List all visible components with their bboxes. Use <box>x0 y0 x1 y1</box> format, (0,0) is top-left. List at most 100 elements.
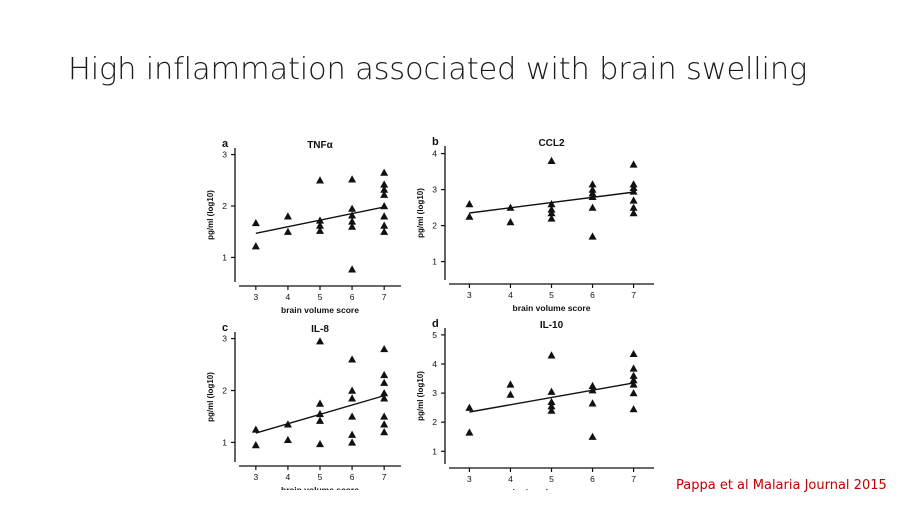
data-point <box>506 390 515 398</box>
y-tick-label: 4 <box>432 359 437 369</box>
data-point <box>465 403 474 411</box>
data-point <box>588 381 597 390</box>
x-tick-label: 7 <box>382 292 387 302</box>
y-axis-label: pg/ml (log10) <box>206 372 215 422</box>
data-point <box>316 216 324 224</box>
slide-title: High inflammation associated with brain … <box>68 52 808 87</box>
data-point <box>316 416 324 424</box>
data-point <box>588 189 597 197</box>
data-point <box>380 389 389 397</box>
y-tick-label: 2 <box>222 386 227 396</box>
data-point <box>547 200 556 208</box>
x-tick-label: 3 <box>253 292 258 302</box>
data-point <box>283 227 292 235</box>
data-point <box>465 428 474 436</box>
data-point <box>506 218 515 226</box>
data-point <box>506 203 515 211</box>
x-tick-label: 5 <box>549 290 554 300</box>
y-tick-label: 3 <box>432 185 437 195</box>
data-point <box>316 399 324 407</box>
x-tick-label: 3 <box>253 472 258 482</box>
y-tick-label: 5 <box>432 330 437 340</box>
data-point <box>348 217 357 225</box>
data-point <box>547 406 556 414</box>
x-tick-label: 5 <box>318 472 323 482</box>
x-tick-label: 4 <box>508 474 513 484</box>
x-axis-label: brain volume score <box>513 303 591 313</box>
data-point <box>251 218 260 227</box>
panel-d: 1 2 3 4 5 3 4 5 6 7 d IL-10 brain volume score pg/ml … <box>416 318 654 490</box>
data-point <box>588 203 597 211</box>
y-tick-label: 2 <box>432 221 437 231</box>
data-point <box>380 378 389 386</box>
x-tick-label: 6 <box>350 292 355 302</box>
data-point <box>380 370 389 379</box>
data-point <box>348 222 357 230</box>
data-point <box>348 175 357 183</box>
data-point <box>283 420 292 428</box>
data-point <box>380 227 389 235</box>
x-tick-label: 5 <box>549 474 554 484</box>
data-point <box>629 364 638 372</box>
data-point <box>348 430 357 438</box>
x-tick-label: 4 <box>286 292 291 302</box>
y-tick-label: 3 <box>222 334 227 344</box>
y-tick-label: 2 <box>432 417 437 427</box>
data-point <box>547 397 556 406</box>
data-point <box>547 402 556 410</box>
data-point <box>316 409 324 418</box>
x-tick-label: 6 <box>590 474 595 484</box>
data-point <box>316 337 324 345</box>
x-tick-label: 3 <box>467 290 472 300</box>
panel-letter: b <box>432 136 439 148</box>
y-tick-label: 1 <box>222 252 227 262</box>
citation: Pappa et al Malaria Journal 2015 <box>676 478 887 493</box>
panel-a: 1 2 3 3 4 5 6 7 a TNFα brain volume score pg/ml (lo… <box>206 138 401 315</box>
data-point <box>588 192 597 200</box>
data-point <box>629 183 638 191</box>
x-tick-label: 3 <box>467 474 472 484</box>
data-point <box>348 204 357 212</box>
data-point <box>380 394 389 402</box>
data-point <box>588 232 597 240</box>
data-point <box>547 214 556 222</box>
y-axis-label: pg/ml (log10) <box>416 188 425 238</box>
x-tick-label: 7 <box>382 472 387 482</box>
data-point <box>251 242 260 250</box>
data-point <box>380 212 389 220</box>
data-point <box>283 212 292 220</box>
data-point <box>588 185 597 193</box>
panel-title: TNFα <box>307 140 333 151</box>
y-axis-label: pg/ml (log10) <box>206 190 215 240</box>
data-point <box>316 439 324 448</box>
panel-letter: d <box>432 318 439 330</box>
x-axis-label: brain volume score <box>281 305 359 315</box>
x-axis-label: brain volume score <box>513 487 591 490</box>
data-point <box>380 221 389 229</box>
data-point <box>629 349 638 358</box>
data-point <box>380 180 389 188</box>
data-point <box>348 355 357 363</box>
trend-line <box>469 382 634 413</box>
data-point <box>629 160 638 168</box>
data-point <box>348 412 357 420</box>
x-tick-label: 6 <box>350 472 355 482</box>
panel-title: IL-10 <box>540 320 564 331</box>
data-point <box>380 412 389 420</box>
data-point <box>629 209 638 217</box>
panel-b: 1 2 3 4 3 4 5 6 7 b CCL2 brain volume score pg/ml (l… <box>416 136 654 313</box>
panel-letter: c <box>222 322 228 334</box>
data-point <box>629 203 638 211</box>
figure-panels: 1 2 3 3 4 5 6 7 a TNFα brain volume score pg/ml (lo… <box>206 136 654 490</box>
data-point <box>380 168 389 176</box>
data-point <box>465 212 474 220</box>
data-point <box>380 202 389 210</box>
y-tick-label: 1 <box>432 257 437 267</box>
data-point <box>251 441 260 449</box>
data-point <box>547 156 556 164</box>
y-tick-label: 1 <box>222 437 227 447</box>
data-point <box>316 176 324 184</box>
panel-title: IL-8 <box>311 324 329 335</box>
panel-letter: a <box>222 138 229 150</box>
data-point <box>629 389 638 397</box>
